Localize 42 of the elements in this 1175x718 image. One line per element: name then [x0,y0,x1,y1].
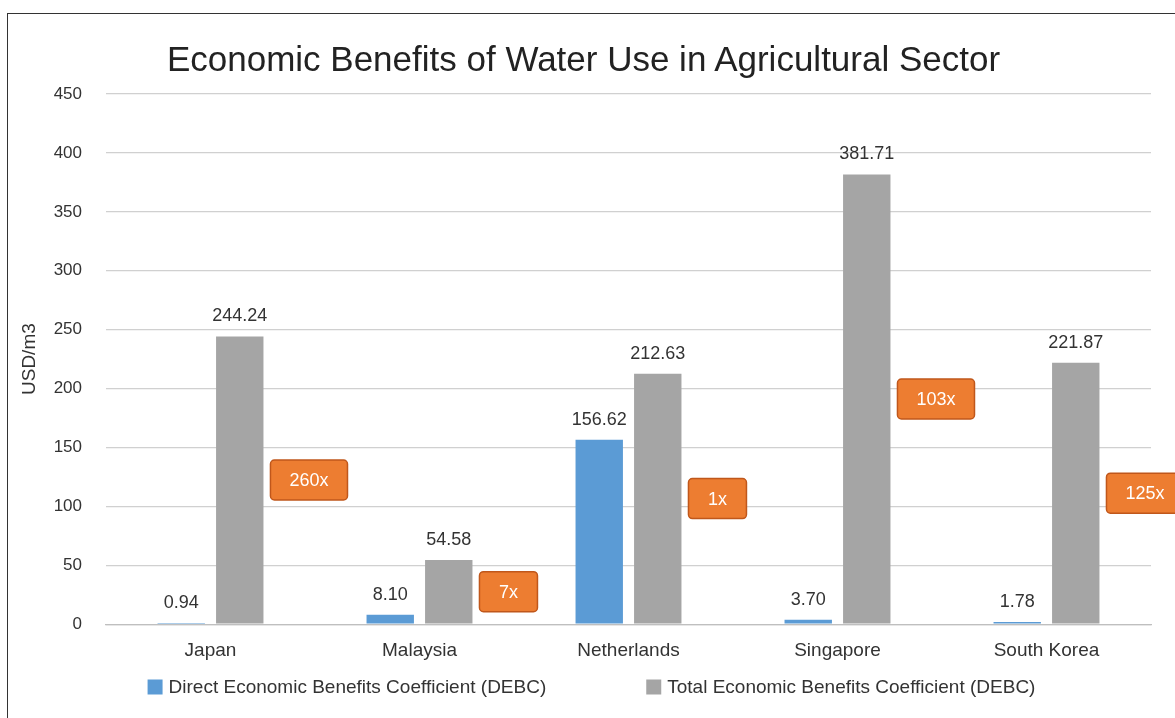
y-tick-label: 200 [53,378,82,398]
bar [1052,362,1100,624]
data-label: 3.70 [790,588,826,609]
annotation: 125x [1125,483,1165,504]
bar [634,373,682,624]
data-label: 244.24 [212,305,268,326]
y-tick-label: 150 [53,437,82,457]
data-label: 156.62 [571,408,627,429]
x-tick-label: Singapore [794,638,881,660]
y-tick-label: 100 [53,496,82,516]
legend-label: Total Economic Benefits Coefficient (DEBC) [667,676,1036,698]
data-label: 381.71 [839,143,895,164]
data-label: 1.78 [999,591,1035,612]
x-tick-label: Japan [184,638,237,660]
y-axis-title: USD/m3 [17,323,39,395]
data-label: 54.58 [426,528,472,549]
y-tick-label: 0 [72,613,82,633]
bar [843,174,891,624]
x-tick-label: South Korea [993,638,1100,660]
legend-label: Direct Economic Benefits Coefficient (DEBC) [168,676,547,698]
y-tick-label: 400 [53,142,82,162]
x-tick-label: Netherlands [577,638,680,660]
y-tick-label: 450 [53,83,82,103]
annotation: 7x [498,581,518,602]
y-tick-label: 350 [53,201,82,221]
chart-title: Economic Benefits of Water Use in Agricultural Sector [166,38,1001,78]
x-tick-label: Malaysia [382,638,458,660]
bar [784,619,832,624]
bar [575,439,623,624]
data-label: 212.63 [630,342,686,363]
data-label: 221.87 [1048,331,1104,352]
annotation: 260x [289,469,329,490]
y-tick-label: 300 [53,260,82,280]
annotation: 103x [916,388,956,409]
data-label: 0.94 [163,592,199,613]
data-label: 8.10 [372,583,408,604]
y-tick-label: 250 [53,319,82,339]
bar [216,336,264,624]
annotation: 1x [707,488,727,509]
y-tick-label: 50 [63,554,82,574]
bar [366,614,414,624]
bar [425,559,473,624]
